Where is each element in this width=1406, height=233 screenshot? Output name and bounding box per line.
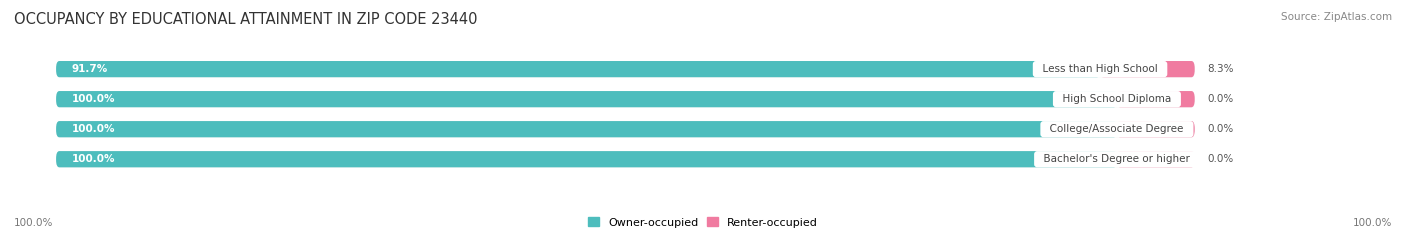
Text: 0.0%: 0.0% (1208, 94, 1233, 104)
Text: Less than High School: Less than High School (1036, 64, 1164, 74)
Text: Bachelor's Degree or higher: Bachelor's Degree or higher (1038, 154, 1197, 164)
Text: 91.7%: 91.7% (72, 64, 108, 74)
Text: 100.0%: 100.0% (14, 218, 53, 228)
Text: 100.0%: 100.0% (72, 154, 115, 164)
FancyBboxPatch shape (56, 151, 1195, 167)
FancyBboxPatch shape (56, 61, 1099, 77)
Text: 8.3%: 8.3% (1208, 64, 1234, 74)
FancyBboxPatch shape (56, 151, 1116, 167)
Text: 0.0%: 0.0% (1208, 124, 1233, 134)
Text: 100.0%: 100.0% (72, 124, 115, 134)
FancyBboxPatch shape (56, 91, 1116, 107)
FancyBboxPatch shape (1116, 121, 1195, 137)
Text: High School Diploma: High School Diploma (1056, 94, 1178, 104)
FancyBboxPatch shape (1116, 91, 1195, 107)
Text: Source: ZipAtlas.com: Source: ZipAtlas.com (1281, 12, 1392, 22)
FancyBboxPatch shape (1099, 61, 1195, 77)
Text: OCCUPANCY BY EDUCATIONAL ATTAINMENT IN ZIP CODE 23440: OCCUPANCY BY EDUCATIONAL ATTAINMENT IN Z… (14, 12, 478, 27)
FancyBboxPatch shape (56, 61, 1195, 77)
FancyBboxPatch shape (56, 121, 1195, 137)
Legend: Owner-occupied, Renter-occupied: Owner-occupied, Renter-occupied (588, 217, 818, 228)
Text: 100.0%: 100.0% (72, 94, 115, 104)
FancyBboxPatch shape (1116, 151, 1195, 167)
Text: College/Associate Degree: College/Associate Degree (1043, 124, 1191, 134)
Text: 100.0%: 100.0% (1353, 218, 1392, 228)
FancyBboxPatch shape (56, 121, 1116, 137)
FancyBboxPatch shape (56, 91, 1195, 107)
Text: 0.0%: 0.0% (1208, 154, 1233, 164)
